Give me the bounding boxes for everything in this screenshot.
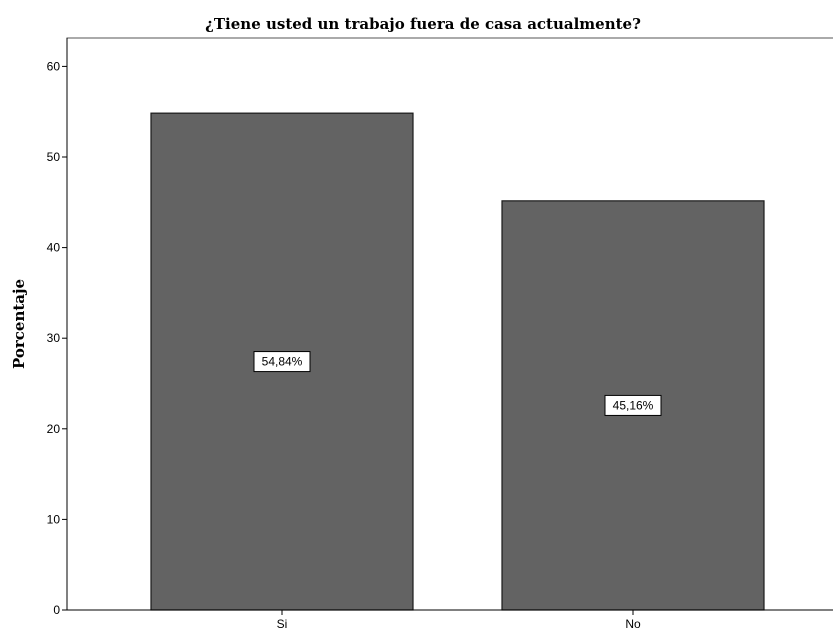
bar-si xyxy=(150,112,414,611)
data-label-box xyxy=(253,351,311,373)
y-tick-label: 30 xyxy=(47,331,61,345)
y-tick-label: 20 xyxy=(47,422,61,436)
data-label: 54,84% xyxy=(262,355,303,369)
y-axis: 0 10 20 30 40 50 60 xyxy=(47,38,68,617)
x-axis: Si No xyxy=(67,609,833,631)
y-tick-label: 50 xyxy=(47,150,61,164)
data-label-box xyxy=(604,394,662,416)
x-category-label: Si xyxy=(277,617,288,631)
y-tick-label: 0 xyxy=(53,603,60,617)
y-tick-label: 60 xyxy=(47,59,61,73)
y-tick-label: 40 xyxy=(47,241,61,255)
x-category-label: No xyxy=(625,617,641,631)
bars: 54,84% 45,16% xyxy=(150,112,765,611)
data-label: 45,16% xyxy=(613,398,654,412)
y-tick-label: 10 xyxy=(47,512,61,526)
y-axis-title: Porcentaje xyxy=(10,279,28,369)
chart-title: ¿Tiene usted un trabajo fuera de casa ac… xyxy=(205,15,641,33)
